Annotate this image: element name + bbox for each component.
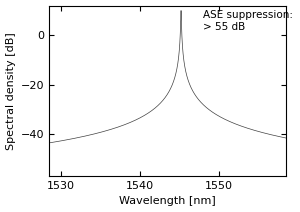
Y-axis label: Spectral density [dB]: Spectral density [dB] bbox=[6, 32, 16, 150]
Text: ASE suppression:
> 55 dB: ASE suppression: > 55 dB bbox=[203, 11, 293, 32]
X-axis label: Wavelength [nm]: Wavelength [nm] bbox=[119, 197, 216, 206]
